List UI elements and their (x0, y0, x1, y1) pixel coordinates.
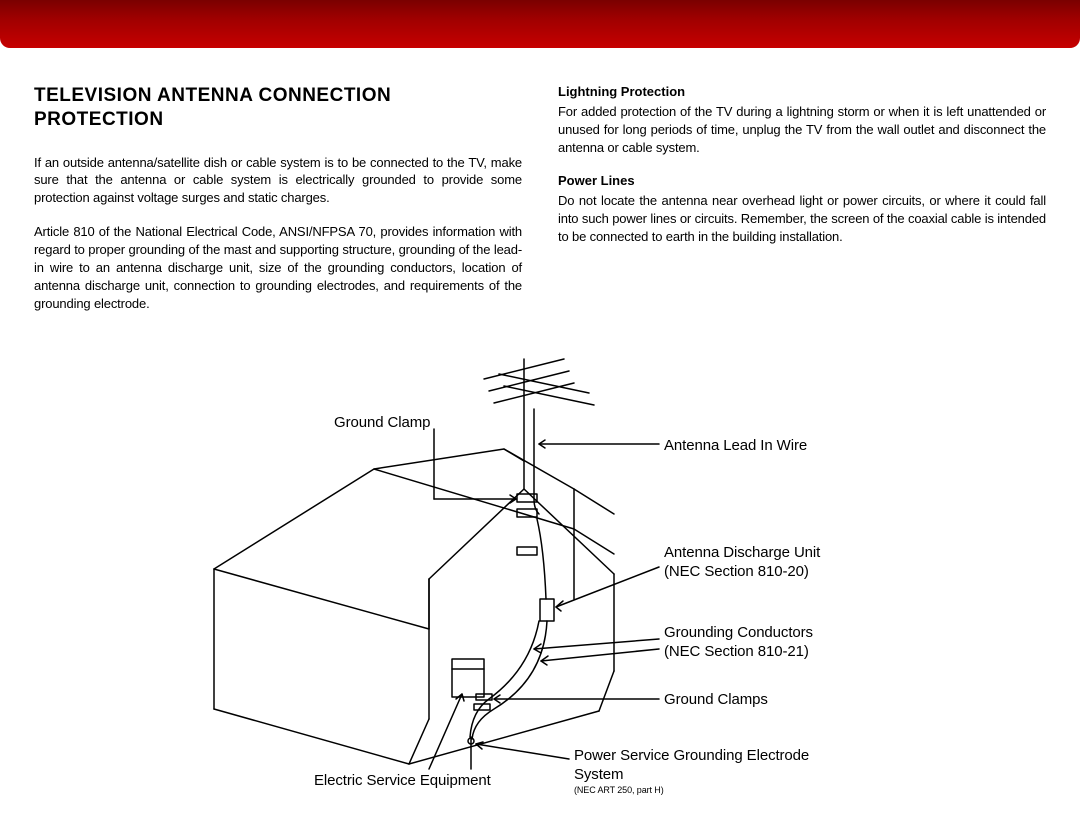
header-bar (0, 0, 1080, 48)
house-antenna-svg (34, 349, 1046, 809)
page-title: TELEVISION ANTENNA CONNECTION PROTECTION (34, 84, 522, 132)
label-ground-clamps: Ground Clamps (664, 691, 768, 710)
power-lines-heading: Power Lines (558, 173, 1046, 188)
page-content: TELEVISION ANTENNA CONNECTION PROTECTION… (0, 48, 1080, 819)
right-column: Lightning Protection For added protectio… (558, 84, 1046, 329)
label-grounding-conductors-line1: Grounding Conductors (664, 624, 813, 641)
label-ground-clamp: Ground Clamp (334, 414, 430, 433)
label-power-service: Power Service Grounding Electrode System (574, 747, 809, 785)
intro-paragraph-2: Article 810 of the National Electrical C… (34, 223, 522, 313)
label-power-service-line2: System (574, 766, 623, 783)
grounding-diagram: Ground Clamp Antenna Lead In Wire Antenn… (34, 349, 1046, 809)
lightning-protection-body: For added protection of the TV during a … (558, 103, 1046, 157)
label-antenna-lead-in: Antenna Lead In Wire (664, 437, 807, 456)
label-power-service-note: (NEC ART 250, part H) (574, 785, 664, 796)
label-discharge-unit: Antenna Discharge Unit (NEC Section 810-… (664, 544, 820, 582)
label-power-service-line1: Power Service Grounding Electrode (574, 747, 809, 764)
label-discharge-unit-line2: (NEC Section 810-20) (664, 563, 809, 580)
label-discharge-unit-line1: Antenna Discharge Unit (664, 544, 820, 561)
lightning-protection-heading: Lightning Protection (558, 84, 1046, 99)
power-lines-body: Do not locate the antenna near overhead … (558, 192, 1046, 246)
left-column: TELEVISION ANTENNA CONNECTION PROTECTION… (34, 84, 522, 329)
intro-paragraph-1: If an outside antenna/satellite dish or … (34, 154, 522, 208)
label-grounding-conductors: Grounding Conductors (NEC Section 810-21… (664, 624, 813, 662)
label-grounding-conductors-line2: (NEC Section 810-21) (664, 643, 809, 660)
text-columns: TELEVISION ANTENNA CONNECTION PROTECTION… (34, 84, 1046, 329)
label-electric-service: Electric Service Equipment (314, 772, 491, 791)
